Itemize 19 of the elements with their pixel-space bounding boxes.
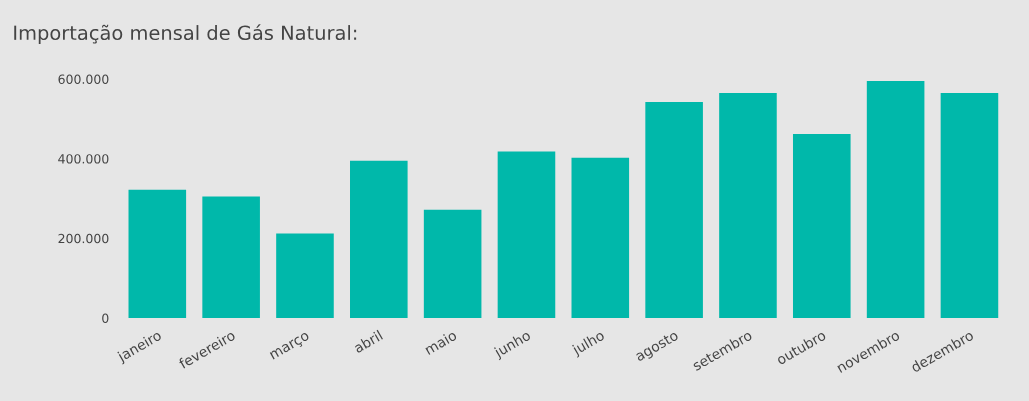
y-tick-label: 200.000 — [58, 233, 109, 244]
bar — [423, 209, 482, 318]
bar — [719, 92, 777, 318]
y-tick-label: 0 — [102, 313, 109, 323]
y-tick-label: 600.000 — [58, 74, 109, 84]
bar — [571, 157, 630, 318]
bar — [645, 102, 703, 318]
bar — [128, 189, 187, 318]
y-tick-label: 400.000 — [58, 154, 109, 164]
bar — [940, 92, 999, 318]
bar — [202, 196, 260, 318]
bar — [350, 160, 408, 318]
bar — [866, 80, 925, 318]
bar — [276, 233, 334, 318]
x-tick-label: abril — [352, 329, 384, 354]
x-tick-label: maio — [423, 329, 458, 355]
bar — [497, 151, 556, 318]
chart-title: Importação mensal de Gás Natural: — [14, 24, 357, 44]
bar — [792, 133, 851, 318]
